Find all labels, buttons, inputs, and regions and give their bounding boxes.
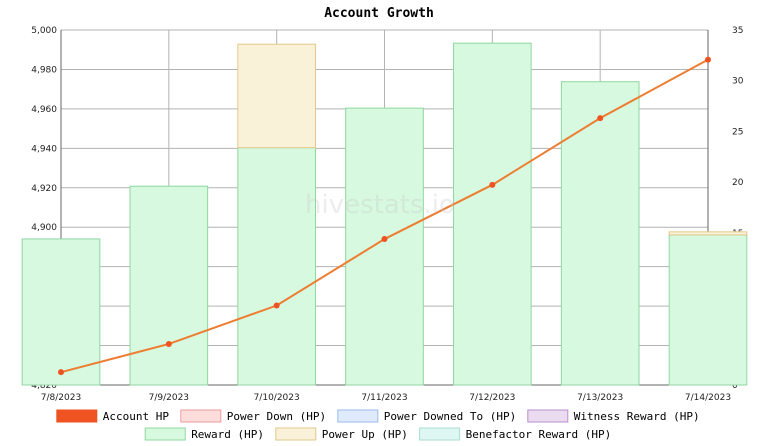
- legend-swatch: [275, 427, 317, 441]
- bar-reward-hp: [129, 185, 209, 386]
- right-tick-label: 0: [732, 381, 738, 391]
- bar-reward-hp: [21, 238, 101, 386]
- left-tick-label: 4,900: [31, 223, 57, 233]
- legend-label: Power Downed To (HP): [384, 410, 516, 423]
- right-tick-label: 35: [732, 26, 743, 36]
- legend-label: Witness Reward (HP): [574, 410, 700, 423]
- legend-swatch: [419, 427, 461, 441]
- bar-reward-hp: [345, 107, 424, 386]
- right-tick-label: 30: [732, 77, 744, 87]
- x-tick-label: 7/10/2023: [254, 393, 300, 403]
- line-point-account-hp: [489, 181, 496, 188]
- legend-swatch: [337, 409, 379, 423]
- left-tick-label: 4,940: [31, 144, 57, 154]
- legend-swatch: [144, 427, 186, 441]
- left-tick-label: 5,000: [31, 26, 57, 36]
- line-point-account-hp: [597, 115, 604, 122]
- x-tick-label: 7/13/2023: [577, 393, 623, 403]
- legend-swatch: [527, 409, 569, 423]
- x-tick-label: 7/11/2023: [361, 393, 407, 403]
- bar-reward-hp: [668, 234, 748, 386]
- left-tick-label: 4,960: [31, 105, 57, 115]
- watermark: hivestats.io: [305, 190, 455, 220]
- bar-reward-hp: [560, 81, 640, 386]
- x-tick-label: 7/9/2023: [149, 393, 189, 403]
- legend-label: Power Down (HP): [227, 410, 326, 423]
- legend-swatch: [56, 409, 98, 423]
- x-tick-label: 7/12/2023: [469, 393, 515, 403]
- left-tick-label: 4,920: [31, 184, 57, 194]
- left-tick-label: 4,820: [31, 381, 57, 391]
- left-tick-label: 4,980: [31, 65, 57, 75]
- x-tick-label: 7/8/2023: [41, 393, 81, 403]
- bar-reward-hp: [237, 147, 316, 386]
- x-tick-label: 7/14/2023: [685, 393, 731, 403]
- bar-reward-hp: [453, 42, 532, 386]
- legend-swatch: [180, 409, 222, 423]
- legend-label: Benefactor Reward (HP): [466, 428, 612, 441]
- bar-power-up-hp: [237, 43, 316, 149]
- line-point-account-hp: [273, 302, 280, 309]
- right-tick-label: 25: [732, 127, 743, 137]
- legend-label: Account HP: [103, 410, 170, 423]
- line-point-account-hp: [705, 56, 711, 63]
- legend-label: Power Up (HP): [322, 428, 408, 441]
- bar-power-up-hp: [668, 231, 748, 236]
- legend-label: Reward (HP): [191, 428, 264, 441]
- line-point-account-hp: [381, 236, 388, 243]
- line-point-account-hp: [58, 369, 64, 376]
- chart-title: Account Growth: [324, 6, 434, 21]
- right-tick-label: 20: [732, 178, 744, 188]
- line-point-account-hp: [165, 340, 172, 347]
